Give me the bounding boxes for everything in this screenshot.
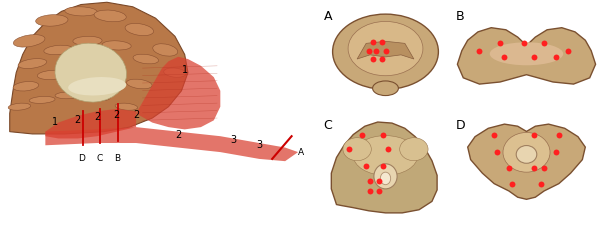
Ellipse shape	[29, 96, 55, 103]
Point	[378, 164, 388, 168]
Point	[539, 166, 549, 170]
Point	[378, 133, 388, 136]
Text: C: C	[97, 154, 103, 163]
Polygon shape	[10, 2, 188, 134]
Ellipse shape	[332, 14, 439, 89]
Ellipse shape	[348, 21, 423, 76]
Text: A: A	[298, 148, 304, 157]
Ellipse shape	[374, 164, 397, 189]
Ellipse shape	[67, 64, 95, 73]
Polygon shape	[46, 109, 136, 138]
Point	[551, 151, 560, 154]
Point	[374, 189, 384, 193]
Polygon shape	[136, 57, 220, 129]
Polygon shape	[357, 41, 414, 59]
Polygon shape	[468, 124, 586, 199]
Point	[381, 49, 391, 52]
Ellipse shape	[516, 146, 537, 163]
Text: 2: 2	[175, 131, 181, 141]
Point	[365, 179, 375, 182]
Point	[529, 133, 539, 136]
Point	[495, 42, 505, 45]
Ellipse shape	[102, 41, 131, 50]
Ellipse shape	[343, 138, 371, 161]
Text: D: D	[456, 119, 466, 132]
Ellipse shape	[373, 81, 398, 96]
Ellipse shape	[37, 70, 67, 79]
Point	[368, 57, 377, 61]
Text: 2: 2	[113, 110, 120, 120]
Ellipse shape	[94, 10, 126, 22]
Ellipse shape	[127, 79, 152, 89]
Point	[361, 164, 371, 168]
Point	[563, 49, 572, 52]
Text: 2: 2	[94, 112, 100, 122]
Point	[551, 55, 560, 59]
Text: 3: 3	[256, 140, 262, 150]
Text: 1: 1	[52, 117, 58, 127]
Point	[519, 42, 529, 45]
Point	[358, 133, 367, 136]
Ellipse shape	[153, 44, 178, 56]
Ellipse shape	[84, 94, 110, 101]
Point	[371, 49, 381, 52]
Ellipse shape	[73, 36, 102, 45]
Text: 1: 1	[182, 65, 188, 75]
Text: C: C	[323, 119, 332, 132]
Point	[507, 182, 517, 185]
Point	[529, 55, 539, 59]
Point	[374, 179, 384, 182]
Ellipse shape	[55, 43, 127, 102]
Ellipse shape	[125, 23, 154, 36]
Ellipse shape	[503, 133, 550, 172]
Text: B: B	[456, 10, 464, 23]
Ellipse shape	[115, 103, 137, 110]
Point	[554, 133, 563, 136]
Text: D: D	[78, 154, 85, 163]
Ellipse shape	[97, 68, 123, 77]
Point	[383, 147, 393, 151]
Point	[344, 147, 354, 151]
Point	[539, 42, 549, 45]
Point	[368, 40, 377, 44]
Point	[364, 49, 374, 52]
Ellipse shape	[13, 35, 45, 47]
Point	[500, 55, 509, 59]
Text: 2: 2	[74, 115, 81, 125]
Polygon shape	[331, 122, 437, 213]
Ellipse shape	[35, 15, 68, 26]
Polygon shape	[457, 28, 596, 84]
Text: A: A	[323, 10, 332, 23]
Ellipse shape	[164, 68, 186, 77]
Point	[377, 57, 386, 61]
Point	[529, 166, 539, 170]
Text: 3: 3	[230, 135, 236, 145]
Ellipse shape	[44, 45, 73, 55]
Ellipse shape	[68, 77, 126, 96]
Ellipse shape	[65, 7, 97, 16]
Text: B: B	[115, 154, 121, 163]
Text: 2: 2	[133, 110, 139, 120]
Ellipse shape	[55, 92, 81, 99]
Ellipse shape	[353, 136, 418, 175]
Point	[493, 151, 502, 154]
Ellipse shape	[490, 42, 563, 65]
Ellipse shape	[13, 81, 39, 91]
Ellipse shape	[400, 138, 428, 161]
Point	[490, 133, 499, 136]
Point	[475, 49, 484, 52]
Point	[536, 182, 546, 185]
Ellipse shape	[18, 59, 47, 69]
Ellipse shape	[8, 103, 31, 110]
Point	[504, 166, 514, 170]
Point	[377, 40, 386, 44]
Ellipse shape	[380, 172, 391, 185]
Ellipse shape	[133, 54, 158, 64]
Polygon shape	[46, 127, 298, 161]
Point	[365, 189, 375, 193]
